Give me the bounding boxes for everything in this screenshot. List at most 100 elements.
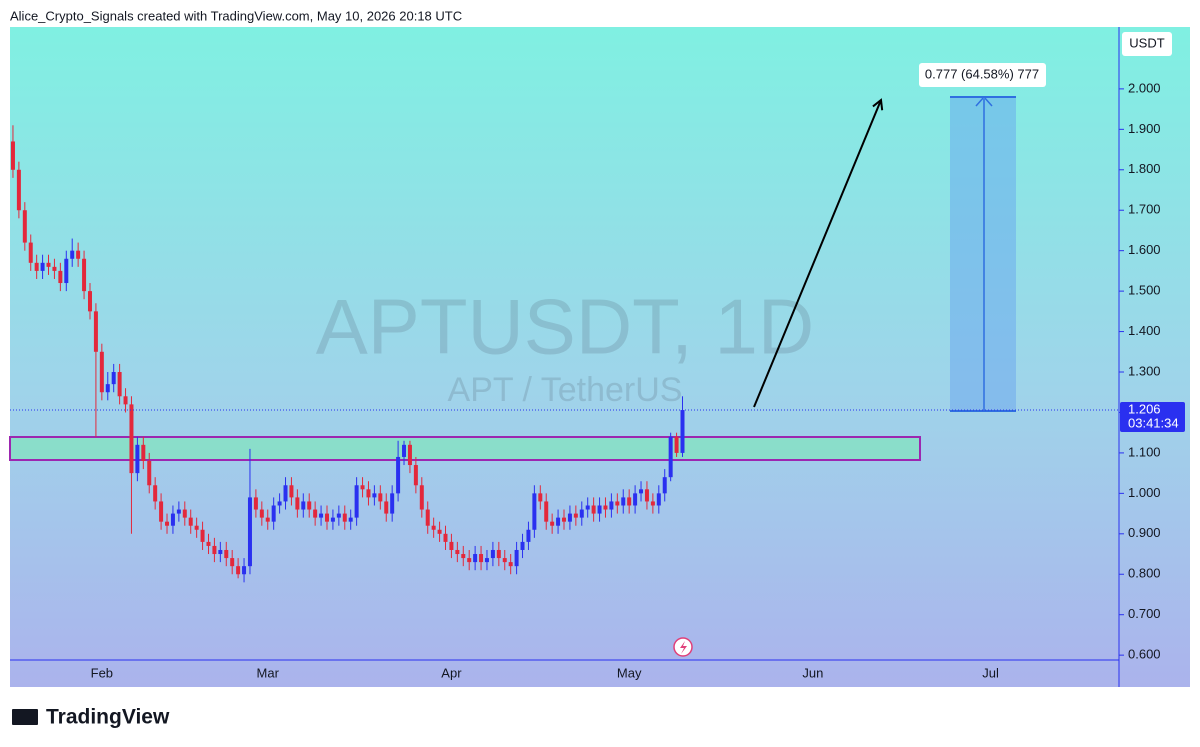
candle-body <box>585 505 590 510</box>
y-tick-label: 0.800 <box>1128 566 1161 581</box>
candle-body <box>567 513 572 522</box>
candle-body <box>336 513 341 518</box>
y-tick-label: 1.400 <box>1128 323 1161 338</box>
candle-body <box>437 529 442 534</box>
candle-body <box>76 250 81 259</box>
candle-body <box>236 566 241 575</box>
candle-body <box>176 509 181 514</box>
candle-body <box>597 505 602 514</box>
candle-body <box>633 493 638 506</box>
y-tick-label: 1.300 <box>1128 363 1161 378</box>
candle-body <box>455 549 460 555</box>
candle-body <box>70 250 75 259</box>
candle-body <box>34 262 39 271</box>
y-tick-label: 1.800 <box>1128 161 1161 176</box>
candle-body <box>313 509 318 518</box>
candle-body <box>141 444 146 461</box>
y-tick-label: 1.600 <box>1128 242 1161 257</box>
candle-body <box>514 549 519 567</box>
candle-body <box>443 533 448 542</box>
candle-body <box>484 558 489 563</box>
candle-body <box>407 444 412 466</box>
x-tick-label: Mar <box>257 665 280 680</box>
candle-body <box>573 513 578 518</box>
candle-body <box>82 258 87 292</box>
candle-body <box>188 517 193 526</box>
candle-body <box>413 465 418 486</box>
candle-body <box>265 517 270 522</box>
candle-body <box>212 545 217 555</box>
candle-body <box>206 541 211 546</box>
candle-body <box>508 562 513 567</box>
candle-body <box>99 351 104 393</box>
candle-body <box>526 529 531 542</box>
candle-body <box>330 517 335 522</box>
candle-body <box>520 541 525 550</box>
candle-body <box>656 493 661 506</box>
candle-body <box>615 501 620 506</box>
candle-body <box>218 549 223 555</box>
measure-arrowhead <box>975 95 993 107</box>
candle-body <box>366 489 371 498</box>
candle-body <box>360 485 365 490</box>
candle-body <box>419 485 424 510</box>
candle-body <box>662 477 667 494</box>
support-zone <box>9 436 921 461</box>
candle-body <box>680 410 685 453</box>
x-tick-label: Jul <box>982 665 999 680</box>
candle-body <box>425 509 430 526</box>
candle-body <box>10 141 15 170</box>
x-tick-label: Jun <box>802 665 823 680</box>
y-tick-label: 0.900 <box>1128 525 1161 540</box>
candle-body <box>562 517 566 522</box>
watermark-symbol: APTUSDT, 1D <box>316 283 814 371</box>
measure-label: 0.777 (64.58%) 777 <box>925 66 1039 81</box>
candle-body <box>467 558 472 563</box>
candle-body <box>490 549 495 559</box>
candle-body <box>117 372 122 397</box>
candle-body <box>372 493 377 498</box>
candle-body <box>147 460 152 486</box>
candle-body <box>64 258 69 284</box>
candle-body <box>111 372 116 385</box>
candle-body <box>153 485 158 502</box>
candle-body <box>230 558 235 567</box>
candle-body <box>473 554 478 563</box>
candle-body <box>550 521 555 526</box>
candle-body <box>402 444 407 457</box>
candle-body <box>354 485 359 518</box>
y-tick-label: 1.500 <box>1128 283 1161 298</box>
candle-body <box>28 242 33 263</box>
header-text: Alice_Crypto_Signals created with Tradin… <box>10 8 462 23</box>
candle-body <box>674 436 679 453</box>
y-tick-label: 0.700 <box>1128 606 1161 621</box>
candle-body <box>532 493 537 530</box>
events-icon-bolt <box>680 641 687 654</box>
candle-body <box>307 501 312 510</box>
x-tick-label: May <box>617 665 642 680</box>
candle-body <box>194 525 199 530</box>
candle-body <box>301 501 306 510</box>
candle-body <box>58 270 63 284</box>
y-tick-label: 1.700 <box>1128 202 1161 217</box>
candle-body <box>639 489 644 494</box>
candle-body <box>159 501 164 522</box>
x-tick-label: Apr <box>441 665 462 680</box>
currency-box <box>1122 32 1172 56</box>
candle-body <box>40 262 45 271</box>
candle-body <box>283 485 288 502</box>
candle-body <box>396 456 401 494</box>
candle-body <box>52 266 57 271</box>
candle-body <box>259 509 264 518</box>
candle-body <box>502 558 507 563</box>
candle-body <box>378 493 383 502</box>
measure-box <box>950 97 1016 411</box>
candle-body <box>123 396 128 405</box>
candle-body <box>200 529 205 542</box>
candle-body <box>295 497 300 510</box>
y-tick-label: 1.000 <box>1128 485 1161 500</box>
candle-body <box>644 489 649 502</box>
brand-logo <box>12 709 38 725</box>
candle-body <box>324 513 329 522</box>
candle-body <box>579 509 584 518</box>
